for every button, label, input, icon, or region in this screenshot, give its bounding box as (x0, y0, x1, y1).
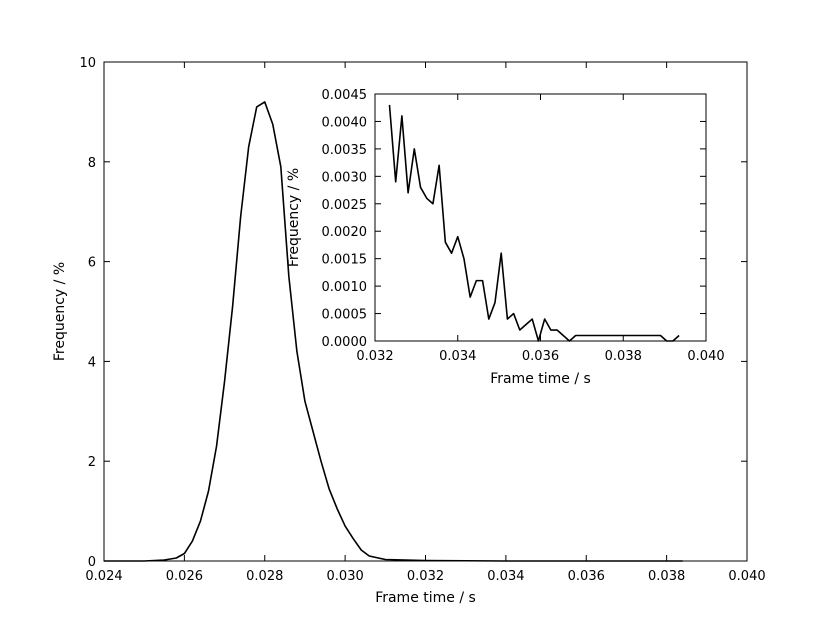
inset-y-tick-label: 0.0020 (322, 225, 368, 240)
main-series-line (104, 101, 683, 562)
main-y-tick-label: 4 (88, 355, 96, 370)
main-x-tick-label: 0.032 (407, 569, 444, 584)
inset-x-tick-label: 0.032 (356, 349, 393, 364)
main-y-tick-label: 10 (79, 56, 96, 71)
inset-y-tick-label: 0.0000 (322, 335, 368, 350)
main-x-tick-label: 0.024 (85, 569, 122, 584)
inset-y-tick-label: 0.0005 (322, 308, 368, 323)
inset-x-axis-label: Frame time / s (490, 371, 591, 387)
inset-y-tick-label: 0.0015 (322, 253, 368, 268)
inset-x-tick-label: 0.034 (439, 349, 476, 364)
inset-axes-frame (374, 93, 707, 342)
inset-x-tick-label: 0.036 (522, 349, 559, 364)
main-x-tick-label: 0.034 (487, 569, 524, 584)
main-y-axis-label: Frequency / % (52, 262, 68, 361)
main-x-axis-label: Frame time / s (375, 590, 476, 606)
inset-x-tick-label: 0.038 (605, 349, 642, 364)
main-y-tick-label: 6 (88, 256, 96, 271)
inset-plot: 0.032 0.034 0.036 0.038 0.040 0.0000 0.0005 0.0… (286, 88, 725, 387)
main-y-tick-label: 2 (88, 455, 96, 470)
inset-x-tick-label: 0.040 (687, 349, 724, 364)
inset-y-axis-label: Frequency / % (286, 168, 302, 267)
main-x-tick-label: 0.028 (246, 569, 283, 584)
main-x-tick-label: 0.026 (166, 569, 203, 584)
main-x-tick-label: 0.038 (648, 569, 685, 584)
main-axes-frame (103, 61, 748, 562)
inset-y-tick-label: 0.0030 (322, 170, 368, 185)
main-y-tick-label: 8 (88, 156, 96, 171)
inset-y-tick-label: 0.0035 (322, 143, 368, 158)
main-x-tick-label: 0.030 (327, 569, 364, 584)
main-x-tick-label: 0.040 (728, 569, 765, 584)
inset-y-tick-label: 0.0040 (322, 115, 368, 130)
main-x-tick-label: 0.036 (568, 569, 605, 584)
inset-y-tick-label: 0.0010 (322, 280, 368, 295)
main-y-tick-label: 0 (88, 555, 96, 570)
main-plot: 0.024 0.026 0.028 0.030 0.032 0.034 0.036 0.038… (52, 56, 766, 606)
inset-y-tick-label: 0.0025 (322, 198, 368, 213)
inset-series-line (388, 104, 680, 342)
inset-y-tick-label: 0.0045 (322, 88, 368, 103)
